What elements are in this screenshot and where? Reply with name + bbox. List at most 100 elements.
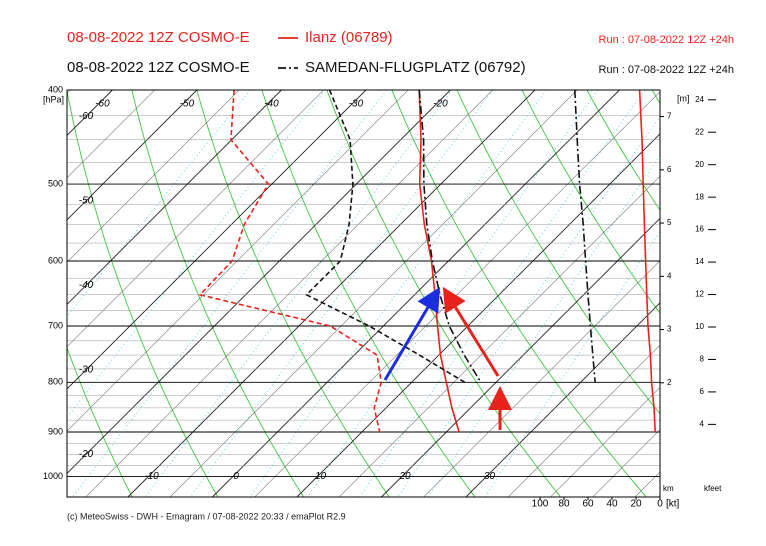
isotherm-minor (169, 90, 578, 497)
kfeet-tick-label: 4 (700, 419, 705, 428)
kfeet-tick-label: 18 (695, 192, 704, 201)
isotherm-label: -20 (433, 99, 448, 110)
kfeet-tick-label: 8 (700, 355, 705, 364)
model-label: 08-08-2022 12Z COSMO-E (67, 59, 250, 76)
wind-tick-label: 100 (532, 499, 549, 510)
y-tick-label: 900 (48, 426, 63, 436)
model-label: 08-08-2022 12Z COSMO-E (67, 29, 250, 46)
isotherm (67, 90, 451, 475)
isotherm-minor (550, 387, 660, 497)
labels-layer: -60-60-50-50-40-40-30-30-20-20-10 0 10 20 30… (43, 37, 716, 510)
x-tick-label: 30 (484, 471, 496, 482)
isotherm-minor (592, 429, 660, 497)
dewpoint-line (305, 90, 466, 383)
grid-layer (0, 90, 766, 497)
kfeet-label: kfeet (704, 484, 722, 493)
wind-unit: [kt] (666, 499, 680, 510)
temperature-line (418, 90, 482, 383)
dry-adiabat (67, 346, 133, 497)
height-label: km (663, 484, 674, 493)
mixing-ratio-line (67, 90, 251, 318)
x-tick-label: -10 (144, 471, 159, 482)
run-label: Run : 07-08-2022 12Z +24h (599, 34, 734, 46)
isotherm-label: -20 (79, 449, 94, 460)
x-tick-label: 10 (315, 471, 327, 482)
isotherm-minor (762, 90, 766, 497)
isotherm (296, 133, 660, 497)
isotherm-minor (677, 90, 766, 497)
mixing-ratio-line (359, 90, 646, 497)
footer: (c) MeteoSwiss - DWH - Emagram / 07-08-2… (67, 511, 346, 521)
kfeet-tick-label: 22 (695, 127, 704, 136)
x-tick-label: 20 (398, 471, 411, 482)
isotherm-minor (719, 90, 766, 497)
isotherm (67, 90, 198, 221)
y-tick-label: 700 (48, 320, 63, 330)
y-tick-label: 500 (48, 178, 63, 188)
y-tick-label: 1000 (43, 471, 63, 481)
mixing-ratio-line (397, 115, 660, 497)
isotherm (67, 90, 282, 306)
isotherm-minor (507, 344, 660, 497)
mixing-ratio-line (249, 90, 547, 497)
kfeet-tick-label: 20 (695, 160, 704, 169)
dry-adiabat (456, 90, 660, 415)
dry-adiabat (326, 90, 561, 497)
isotherm-minor (67, 90, 155, 179)
wind-tick-label: 60 (582, 499, 594, 510)
isotherm-minor (0, 90, 28, 497)
isotherm-label: -30 (349, 99, 364, 110)
plot-frame (66, 89, 661, 498)
legend-label: Ilanz (06789) (305, 29, 393, 46)
dry-adiabat (67, 90, 219, 497)
y-tick-label: 400 (48, 84, 63, 94)
isotherm (212, 90, 620, 497)
dry-adiabat (0, 90, 47, 497)
isotherm-minor (254, 91, 660, 497)
height-tick-label: 3 (667, 325, 672, 334)
wind-tick-label: 80 (558, 499, 570, 510)
isotherm-minor (67, 90, 409, 432)
mixing-ratio-line (427, 154, 660, 497)
isotherm-label: -60 (95, 99, 110, 110)
height-tick-label: 2 (667, 378, 672, 387)
isotherm-label: -60 (79, 111, 94, 122)
dry-adiabat (586, 90, 660, 211)
wind-speed-line (574, 90, 596, 383)
isotherm (381, 217, 660, 497)
kfeet-tick-label: 10 (695, 322, 704, 331)
isotherm (67, 90, 367, 390)
isotherm-label: -50 (180, 99, 195, 110)
y-tick-label: 800 (48, 377, 63, 387)
dry-adiabat (717, 90, 766, 497)
height-tick-label: 6 (667, 165, 672, 174)
dry-adiabat (651, 90, 660, 105)
wind-tick-label: 20 (630, 499, 642, 510)
kfeet-tick-label: 16 (695, 225, 704, 234)
wind-tick-label: 0 (657, 499, 663, 510)
dry-adiabat (131, 90, 304, 497)
dewpoint-line (198, 90, 383, 433)
mixing-ratio-line (484, 230, 660, 497)
kfeet-tick-label: 14 (695, 257, 704, 266)
dry-adiabat (521, 90, 660, 314)
isotherm-minor (85, 90, 493, 497)
legend-label: SAMEDAN-FLUGPLATZ (06792) (305, 59, 526, 76)
isotherm-minor (67, 90, 240, 263)
kfeet-tick-label: 6 (700, 387, 705, 396)
y-unit: [hPa] (43, 94, 64, 104)
isotherm (127, 90, 536, 497)
run-label: Run : 07-08-2022 12Z +24h (599, 64, 734, 76)
x-tick-label: 0 (233, 471, 239, 482)
isotherm-label: -40 (79, 280, 94, 291)
isotherm-label: -50 (79, 196, 94, 207)
mixing-ratio-line (306, 90, 599, 497)
height-tick-label: 4 (667, 271, 672, 280)
wind-tick-label: 40 (606, 499, 618, 510)
isotherm-label: -40 (264, 99, 279, 110)
height-unit: [m] (677, 93, 690, 103)
isotherm-minor (67, 90, 324, 348)
kfeet-tick-label: 24 (695, 95, 704, 104)
